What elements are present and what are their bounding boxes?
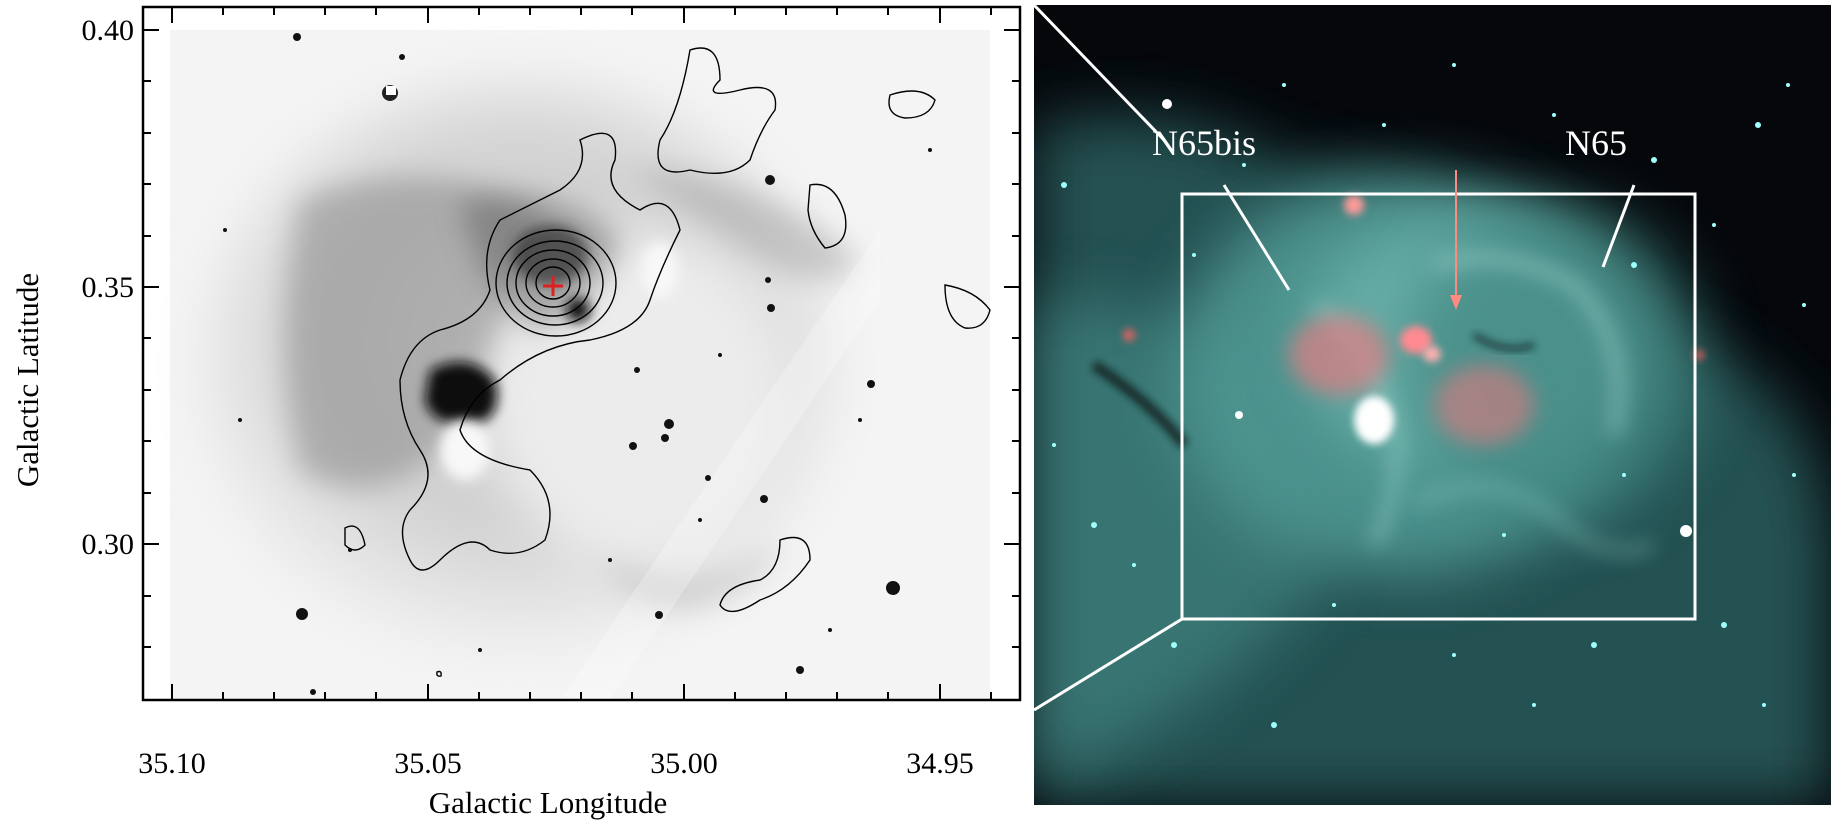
n65-label: N65 xyxy=(1565,123,1627,163)
n65bis-pointer xyxy=(1222,184,1291,291)
n65bis-label: N65bis xyxy=(1152,123,1256,163)
red-arrow xyxy=(1450,170,1462,310)
nebula-image xyxy=(1034,5,1831,805)
infrared-image xyxy=(170,30,990,700)
color-image-svg: N65bis N65 xyxy=(1032,3,1831,805)
y-axis-title: Galactic Latitude xyxy=(10,273,45,487)
tick-labels: 35.10 35.05 35.00 34.95 0.40 0.35 0.30 xyxy=(82,14,974,780)
red-cross-marker xyxy=(543,276,563,296)
x-axis-title: Galactic Longitude xyxy=(429,785,667,820)
x-tick-label: 35.00 xyxy=(650,747,718,780)
x-tick-label: 35.10 xyxy=(138,747,206,780)
x-tick-label: 34.95 xyxy=(906,747,974,780)
grayscale-map-svg: 35.10 35.05 35.00 34.95 0.40 0.35 0.30 G… xyxy=(10,5,1022,820)
connector-line xyxy=(1033,617,1183,712)
y-tick-label: 0.40 xyxy=(82,14,135,47)
connector-line xyxy=(1032,3,1166,142)
emission-contours xyxy=(344,47,991,677)
n65-pointer xyxy=(1601,184,1636,268)
color-image-panel: N65bis N65 xyxy=(1032,3,1831,805)
y-tick-label: 0.35 xyxy=(82,271,135,304)
x-tick-label: 35.05 xyxy=(394,747,462,780)
grayscale-map-panel: 35.10 35.05 35.00 34.95 0.40 0.35 0.30 G… xyxy=(10,5,1022,820)
zoom-region-box xyxy=(1180,192,1697,621)
axis-ticks xyxy=(143,7,1020,700)
y-tick-label: 0.30 xyxy=(82,528,135,561)
